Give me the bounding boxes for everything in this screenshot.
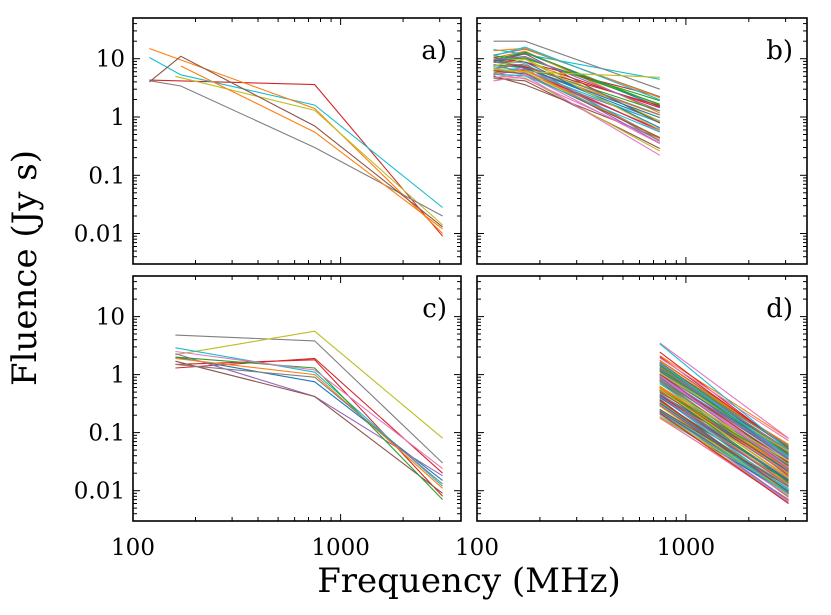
- series-line: [659, 386, 789, 462]
- series-line: [175, 330, 443, 439]
- series-line: [659, 400, 789, 493]
- series-line: [493, 73, 661, 145]
- series-group: [659, 342, 789, 504]
- series-line: [149, 47, 443, 234]
- series-line: [175, 363, 443, 485]
- series-line: [659, 362, 789, 458]
- series-line: [149, 55, 443, 228]
- series-group: [493, 40, 661, 156]
- series-line: [659, 357, 789, 442]
- series-line: [659, 343, 789, 451]
- series-line: [659, 412, 789, 504]
- series-group: [175, 330, 444, 500]
- plot-frame: [132, 275, 462, 522]
- series-line: [493, 73, 661, 141]
- series-line: [175, 334, 443, 464]
- plot-frame: [476, 275, 808, 522]
- x-tick-label: 1000: [657, 535, 716, 561]
- series-line: [149, 79, 444, 237]
- series-line: [493, 58, 661, 131]
- series-line: [493, 77, 661, 152]
- series-line: [659, 416, 789, 492]
- series-line: [493, 57, 660, 105]
- series-line: [180, 65, 443, 230]
- x-tick-label: 100: [455, 535, 499, 561]
- series-line: [493, 46, 661, 101]
- series-line: [493, 51, 661, 106]
- x-axis-title: Frequency (MHz): [317, 561, 621, 601]
- series-line: [659, 375, 789, 457]
- ticks: [132, 275, 461, 522]
- ticks: [132, 17, 461, 265]
- x-tick-label: 100: [111, 535, 155, 561]
- panels: 0.01 0.1 1 10 a) b) 0.01 0.1 1 10 100 1000 c) 100 1000…: [74, 17, 808, 561]
- series-line: [149, 57, 443, 208]
- panel-label: c): [422, 294, 447, 324]
- y-tick-label: 0.1: [88, 163, 125, 189]
- series-line: [175, 357, 443, 474]
- series-line: [659, 388, 789, 478]
- plot-frame: [476, 17, 808, 265]
- series-line: [493, 55, 661, 112]
- series-line: [493, 73, 661, 133]
- panel-1: 0.01 0.1 1 10 a): [74, 17, 462, 265]
- series-line: [175, 356, 443, 481]
- series-line: [175, 353, 443, 477]
- series-line: [493, 69, 660, 78]
- series-line: [175, 356, 443, 500]
- series-line: [493, 40, 660, 90]
- panel-2: b): [476, 17, 808, 265]
- y-tick-label: 1: [110, 105, 125, 131]
- series-line: [659, 386, 789, 472]
- series-line: [175, 360, 443, 494]
- series-line: [175, 350, 443, 470]
- series-line: [175, 357, 443, 489]
- y-tick-label: 0.1: [88, 421, 125, 447]
- x-tick-label: 1000: [311, 535, 370, 561]
- series-line: [175, 75, 443, 226]
- series-line: [659, 395, 789, 486]
- ticks: [476, 275, 807, 522]
- panel-3: 0.01 0.1 1 10 100 1000 c): [74, 275, 462, 561]
- panel-label: b): [766, 36, 793, 66]
- y-tick-label: 1: [110, 363, 125, 389]
- series-line: [659, 376, 789, 470]
- series-line: [659, 375, 789, 469]
- ticks: [476, 17, 807, 265]
- y-tick-label: 0.01: [74, 222, 125, 248]
- series-line: [659, 408, 789, 488]
- series-line: [659, 411, 789, 494]
- y-tick-label: 10: [96, 305, 125, 331]
- series-line: [659, 393, 789, 480]
- panel-4: 100 1000 d): [455, 275, 808, 561]
- plot-frame: [132, 17, 462, 265]
- series-group: [149, 47, 444, 237]
- series-line: [493, 58, 660, 119]
- series-line: [493, 61, 660, 116]
- series-line: [493, 68, 661, 144]
- series-line: [659, 369, 789, 460]
- series-line: [659, 342, 789, 439]
- series-line: [493, 47, 660, 99]
- y-axis-title: Fluence (Jy s): [5, 150, 45, 386]
- panel-label: a): [421, 36, 447, 66]
- y-tick-label: 0.01: [74, 479, 125, 505]
- panel-label: d): [766, 294, 793, 324]
- y-tick-label: 10: [96, 47, 125, 73]
- series-line: [149, 80, 443, 217]
